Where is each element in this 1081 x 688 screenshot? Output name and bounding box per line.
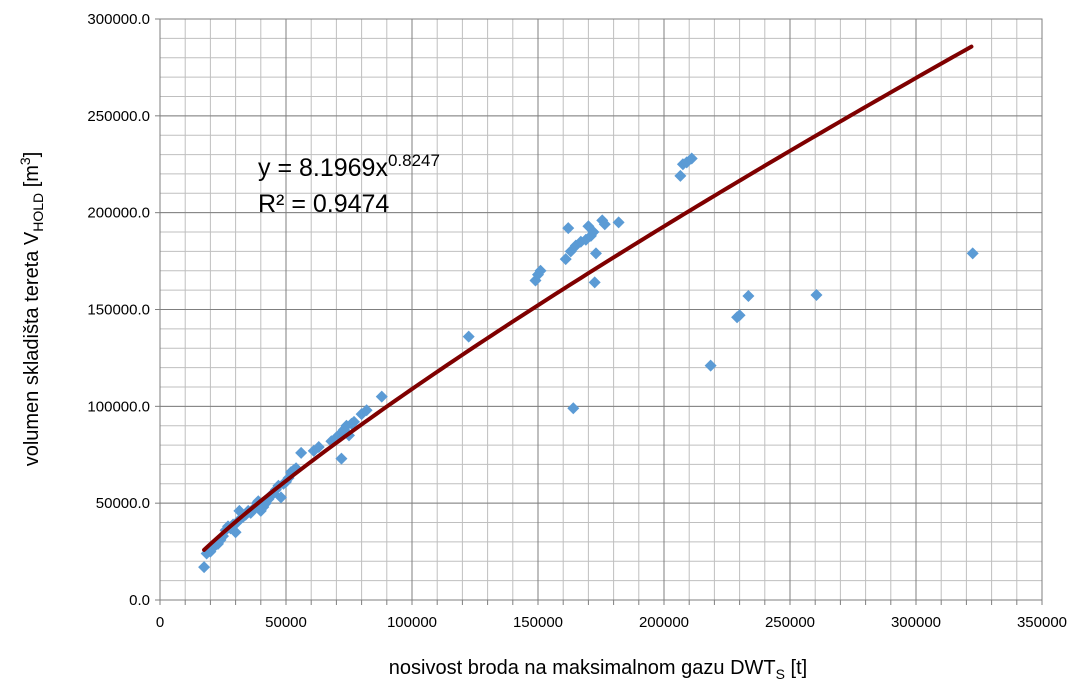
data-point: [587, 226, 600, 239]
data-point: [704, 359, 717, 372]
data-point: [360, 404, 373, 417]
data-point: [674, 169, 687, 182]
data-point: [567, 402, 580, 415]
data-point: [559, 253, 572, 266]
data-point: [534, 264, 547, 277]
major-gridlines: [159, 18, 1043, 601]
data-point: [295, 446, 308, 459]
data-point: [685, 152, 698, 165]
y-tick-label: 300000.0: [87, 11, 150, 28]
data-point: [733, 309, 746, 322]
y-axis-tick-labels: 0.0 50000.0 100000.0 150000.0 200000.0 250000…: [87, 11, 160, 609]
data-point: [966, 247, 979, 260]
x-tick-label: 150000: [513, 614, 563, 631]
y-tick-label: 250000.0: [87, 108, 150, 125]
y-tick-label: 150000.0: [87, 302, 150, 319]
x-tick-label: 50000: [265, 614, 307, 631]
x-tick-label: 200000: [639, 614, 689, 631]
data-point: [588, 276, 601, 289]
data-point: [562, 222, 575, 235]
x-tick-label: 250000: [765, 614, 815, 631]
data-point: [589, 247, 602, 260]
r-squared-label: R² = 0.9474: [258, 190, 389, 218]
x-tick-label: 0: [156, 614, 164, 631]
x-axis-tick-labels: 0 50000 100000 150000 200000 250000 300000 3500…: [156, 600, 1067, 631]
data-point: [198, 561, 211, 574]
data-point: [335, 452, 348, 465]
data-point: [229, 526, 242, 539]
y-tick-label: 100000.0: [87, 398, 150, 415]
y-tick-label: 50000.0: [96, 495, 150, 512]
x-tick-label: 100000: [387, 614, 437, 631]
y-tick-label: 200000.0: [87, 205, 150, 222]
data-point: [312, 441, 325, 454]
y-tick-label: 0.0: [129, 592, 150, 609]
data-points: [198, 152, 979, 574]
y-axis-title: volumen skladišta tereta VHOLD [m3]: [17, 152, 46, 467]
data-point: [598, 218, 611, 231]
trendline-equation: y = 8.1969x0.8247: [258, 151, 440, 182]
x-tick-label: 350000: [1017, 614, 1067, 631]
x-tick-label: 300000: [891, 614, 941, 631]
data-point: [810, 288, 823, 301]
data-point: [375, 390, 388, 403]
x-axis-title: nosivost broda na maksimalnom gazu DWTS …: [389, 657, 807, 682]
data-point: [462, 330, 475, 343]
data-point: [742, 289, 755, 302]
data-point: [274, 491, 287, 504]
data-point: [612, 216, 625, 229]
power-trendline: [202, 44, 974, 552]
data-point: [348, 415, 361, 428]
